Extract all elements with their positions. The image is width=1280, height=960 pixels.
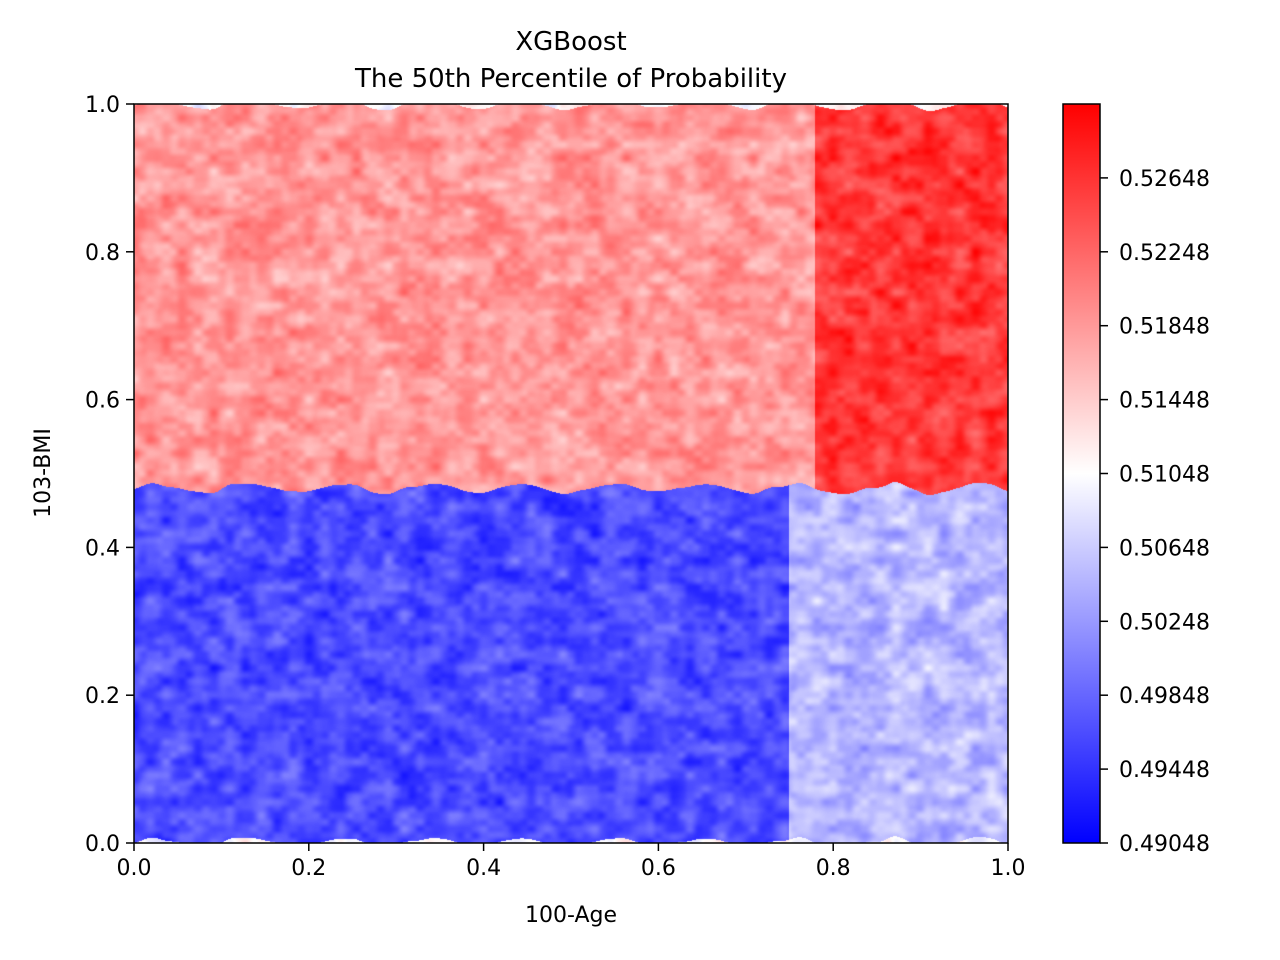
colorbar-tick-label: 0.51048 (1119, 463, 1210, 488)
chart-title: XGBoost (515, 27, 626, 57)
y-tick-label: 0.8 (85, 241, 120, 266)
y-tick-label: 0.4 (85, 536, 120, 561)
x-tick-label: 0.2 (291, 856, 326, 881)
y-axis-label: 103-BMI (31, 428, 56, 518)
colorbar-tick-label: 0.50648 (1119, 536, 1210, 561)
x-tick-label: 0.8 (816, 856, 851, 881)
colorbar-gradient (1062, 103, 1101, 844)
y-tick-label: 1.0 (85, 93, 120, 118)
colorbar: 0.49048 0.49448 0.49848 0.50248 0.50648 0.510… (1062, 103, 1210, 857)
x-tick-label: 0.4 (466, 856, 501, 881)
colorbar-tick-label: 0.49448 (1119, 758, 1210, 783)
colorbar-tick-label: 0.50248 (1119, 610, 1210, 635)
x-tick-label: 1.0 (991, 856, 1026, 881)
y-tick-label: 0.0 (85, 832, 120, 857)
y-tick-label: 0.2 (85, 684, 120, 709)
heatmap-image (134, 104, 1008, 843)
colorbar-tick-label: 0.49848 (1119, 684, 1210, 709)
colorbar-tick-label: 0.52648 (1119, 167, 1210, 192)
y-tick-label: 0.6 (85, 389, 120, 414)
y-axis: 0.0 0.2 0.4 0.6 0.8 1.0 (85, 93, 134, 857)
plot-area (133, 103, 1009, 844)
colorbar-tick-label: 0.51448 (1119, 389, 1210, 414)
x-axis: 0.0 0.2 0.4 0.6 0.8 1.0 (117, 843, 1026, 881)
colorbar-ticks: 0.49048 0.49448 0.49848 0.50248 0.50648 0.510… (1100, 167, 1210, 857)
x-tick-label: 0.6 (641, 856, 676, 881)
colorbar-tick-label: 0.52248 (1119, 241, 1210, 266)
chart-subtitle: The 50th Percentile of Probability (354, 64, 787, 94)
x-axis-label: 100-Age (525, 903, 617, 928)
x-tick-label: 0.0 (117, 856, 152, 881)
colorbar-tick-label: 0.51848 (1119, 315, 1210, 340)
colorbar-tick-label: 0.49048 (1119, 832, 1210, 857)
plot-frame (133, 103, 1009, 844)
